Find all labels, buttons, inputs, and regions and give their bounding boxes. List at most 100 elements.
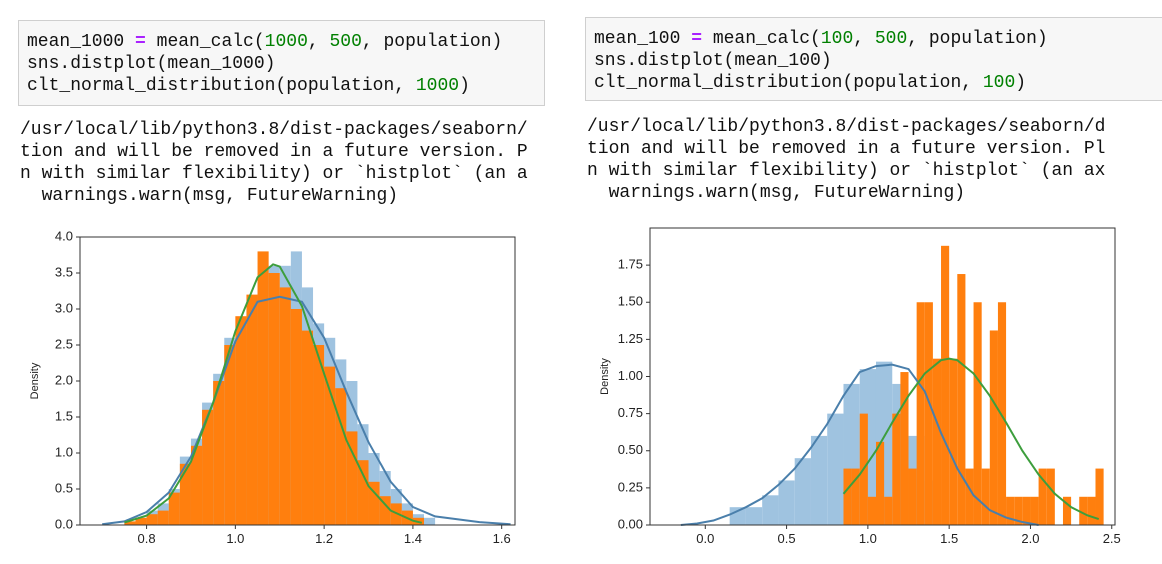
histogram-bar <box>924 302 933 525</box>
x-tick-label: 2.0 <box>1021 531 1039 546</box>
histogram-bar <box>957 274 966 525</box>
histogram-bar <box>794 458 811 525</box>
code-token: mean_calc( <box>145 32 265 52</box>
y-tick-label: 0.00 <box>618 516 643 531</box>
x-tick-label: 1.2 <box>315 531 333 546</box>
x-tick-label: 1.4 <box>404 531 422 546</box>
histogram-bar <box>745 507 763 525</box>
histogram-bar <box>884 496 893 525</box>
x-tick-label: 0.5 <box>778 531 796 546</box>
code-token: , population) <box>907 29 1048 49</box>
y-tick-label: 2.0 <box>55 372 73 387</box>
histogram-bar <box>146 514 158 525</box>
histogram-bar <box>279 287 291 525</box>
code-token: = <box>135 32 146 52</box>
code-line: sns.distplot(mean_1000) <box>27 53 544 75</box>
histogram-bar <box>124 521 136 525</box>
histogram-bar <box>1006 496 1015 525</box>
histogram-bar <box>892 413 901 525</box>
code-token: , <box>307 32 330 52</box>
code-token: , <box>853 29 875 49</box>
histogram-bar <box>357 460 369 525</box>
histogram-bar <box>157 510 169 525</box>
histogram-bar <box>368 481 380 525</box>
histogram-bar <box>379 496 391 525</box>
histogram-bar <box>973 302 982 525</box>
histogram-bar <box>190 445 203 525</box>
y-tick-label: 1.25 <box>618 331 643 346</box>
histogram-bar <box>135 517 147 525</box>
y-axis-label: Density <box>29 362 41 399</box>
code-line: mean_1000 = mean_calc(1000, 500, populat… <box>27 31 544 53</box>
histogram-bar <box>224 345 236 525</box>
y-tick-label: 0.0 <box>55 516 73 531</box>
histogram-bar <box>313 345 325 525</box>
chart: 0.00 0.25 0.50 0.75 1.00 1.25 1.50 1.75 0.0 0.5 1.… <box>599 227 1121 546</box>
code-token: 500 <box>874 29 908 49</box>
y-tick-label: 0.25 <box>618 479 643 494</box>
y-tick-label: 1.00 <box>618 368 643 383</box>
histogram-bar <box>202 409 214 525</box>
histogram-bar <box>949 358 958 525</box>
y-tick-label: 0.50 <box>618 442 643 457</box>
histogram-bar <box>1046 468 1055 525</box>
histogram-bar <box>827 413 844 525</box>
histogram-bar <box>843 468 852 525</box>
histogram-bar <box>908 468 917 525</box>
code-token: = <box>691 29 703 49</box>
density-line <box>124 263 423 524</box>
y-tick-label: 1.50 <box>618 294 643 309</box>
output-line: n with similar flexibility) or `histplot… <box>587 161 1106 181</box>
code-token: 1000 <box>415 76 460 96</box>
histogram-bar <box>1095 468 1104 525</box>
histogram-bar <box>213 381 225 525</box>
y-tick-label: 1.5 <box>55 408 73 423</box>
code-token: mean_1000 <box>27 32 136 52</box>
code-cell: mean_100 = mean_calc(100, 500, populatio… <box>585 17 1162 101</box>
histogram-bar <box>778 480 795 525</box>
histogram-bar <box>867 496 876 525</box>
x-tick-label: 1.0 <box>226 531 244 546</box>
density-line <box>842 357 1100 521</box>
y-tick-label: 0.5 <box>55 480 73 495</box>
y-axis-label: Density <box>599 358 611 395</box>
histogram-bar <box>324 366 336 525</box>
histogram-bar <box>246 294 258 525</box>
y-tick-label: 0.75 <box>618 405 643 420</box>
histogram-bar <box>851 468 860 525</box>
x-tick-label: 0.0 <box>696 531 714 546</box>
histogram-bar <box>1022 496 1031 525</box>
y-tick-label: 1.0 <box>55 444 73 459</box>
histogram-bar <box>762 495 779 525</box>
histogram-bar <box>989 330 998 525</box>
histogram-bar <box>235 316 247 525</box>
histogram-bar <box>1038 468 1047 525</box>
output-line: n with similar flexibility) or `histplot… <box>20 164 528 184</box>
histogram-bar <box>268 273 280 525</box>
output-line: warnings.warn(msg, FutureWarning) <box>20 186 399 206</box>
code-token: 100 <box>982 73 1016 93</box>
histogram-bar <box>301 330 314 525</box>
histogram-bar <box>335 388 347 525</box>
x-tick-label: 2.5 <box>1103 531 1121 546</box>
code-line: clt_normal_distribution(population, 1000… <box>27 75 544 97</box>
histogram-bar <box>168 492 180 525</box>
histogram-bar <box>1030 496 1039 525</box>
x-tick-label: 1.6 <box>493 531 511 546</box>
density-line <box>102 295 511 526</box>
code-line: mean_100 = mean_calc(100, 500, populatio… <box>594 28 1162 50</box>
histogram-bar <box>875 441 885 525</box>
histogram-bar <box>932 358 942 525</box>
output-line: tion and will be removed in a future ver… <box>587 139 1106 159</box>
output-line: /usr/local/lib/python3.8/dist-packages/s… <box>20 120 528 140</box>
x-tick-label: 0.8 <box>138 531 156 546</box>
code-line: sns.distplot(mean_100) <box>594 50 1162 72</box>
code-token: 100 <box>820 29 854 49</box>
histogram-bar <box>810 435 828 525</box>
code-token: ) <box>1015 73 1027 93</box>
y-tick-label: 2.5 <box>55 336 73 351</box>
histogram-bar <box>1079 496 1088 525</box>
y-tick-label: 3.0 <box>55 300 73 315</box>
code-token: clt_normal_distribution(population, <box>27 76 416 96</box>
